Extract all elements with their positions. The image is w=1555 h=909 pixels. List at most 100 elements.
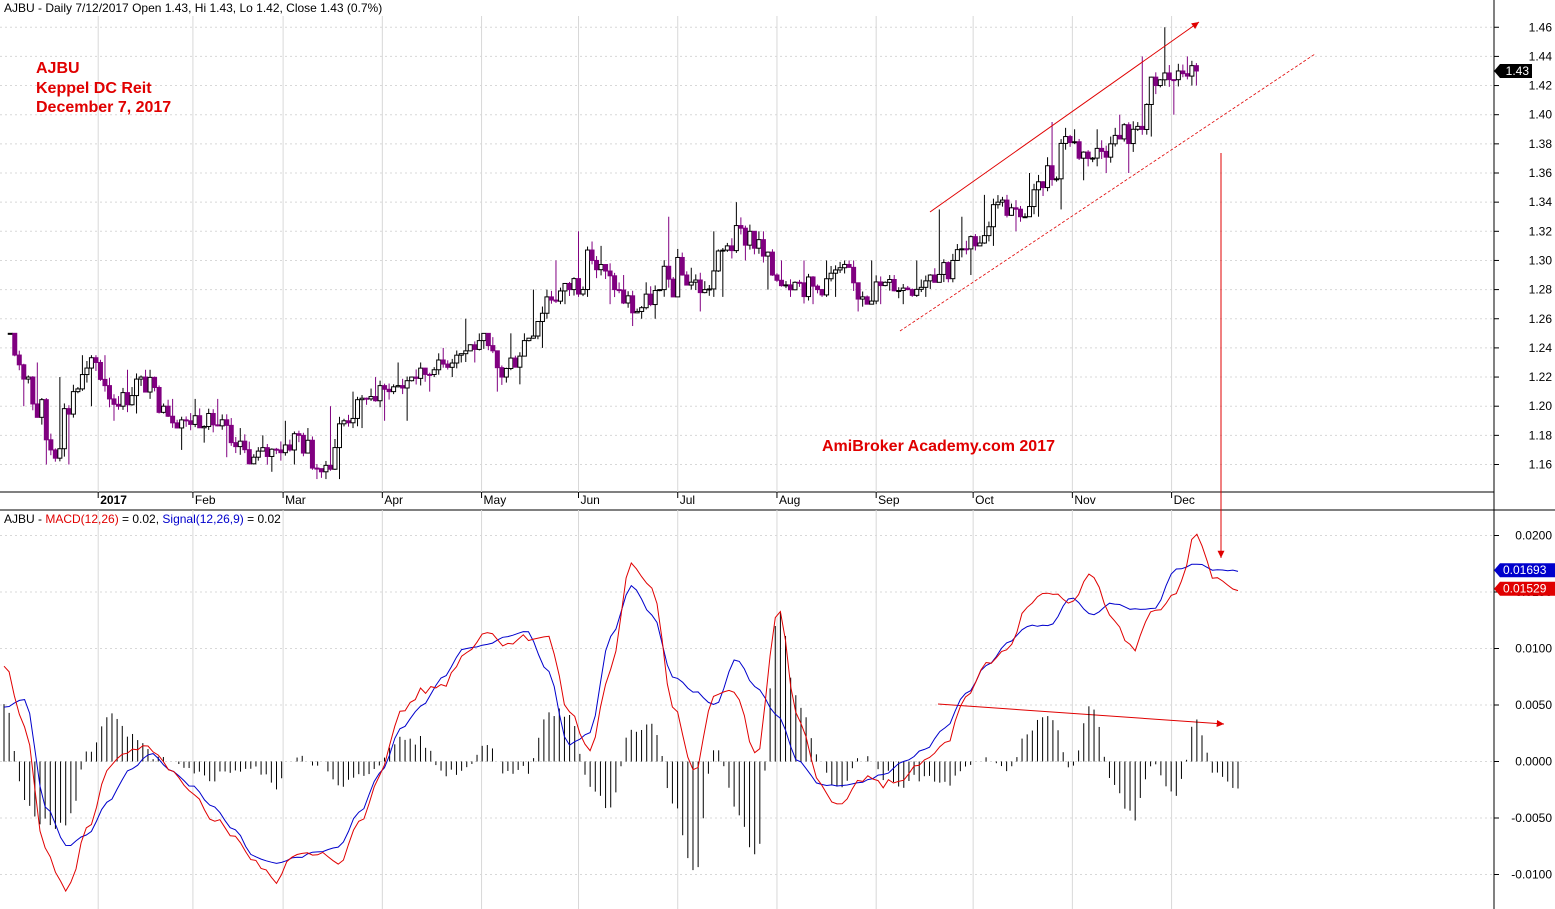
candle	[720, 247, 726, 297]
candle	[566, 281, 572, 296]
candle	[905, 285, 911, 291]
candle	[891, 275, 897, 292]
candle	[318, 468, 324, 478]
candle	[512, 355, 518, 368]
candle	[350, 391, 356, 429]
macd-legend-label: MACD(12,26)	[45, 512, 119, 526]
price-y-tick-label: 1.16	[1529, 458, 1553, 472]
candle	[413, 369, 419, 385]
candle	[1108, 136, 1114, 163]
candle	[810, 276, 816, 305]
candle	[634, 308, 640, 314]
candle	[724, 242, 730, 252]
candle	[84, 360, 90, 383]
annotation-company: Keppel DC Reit	[36, 80, 152, 97]
price-y-tick-label: 1.36	[1529, 166, 1553, 180]
candle	[228, 418, 234, 446]
candle	[900, 284, 906, 305]
candle	[833, 265, 839, 297]
candle	[440, 347, 446, 368]
candle	[1157, 79, 1163, 88]
candle	[296, 430, 302, 443]
candle	[977, 235, 983, 247]
candle	[449, 358, 455, 378]
candle	[21, 363, 27, 407]
candle	[625, 291, 631, 308]
candle	[97, 359, 103, 381]
candle	[954, 244, 960, 261]
candle	[138, 375, 144, 386]
candle	[1008, 203, 1014, 216]
candle	[1103, 145, 1109, 173]
candle	[346, 414, 352, 427]
candle	[391, 384, 397, 395]
candle	[251, 454, 257, 465]
price-panel-title: AJBU - Daily 7/12/2017 Open 1.43, Hi 1.4…	[4, 1, 383, 15]
candle	[918, 279, 924, 293]
candle	[1004, 194, 1010, 218]
candle	[769, 249, 775, 276]
candle	[481, 332, 487, 349]
candle	[472, 341, 478, 363]
candle	[75, 387, 81, 394]
candle	[494, 350, 500, 392]
candle	[463, 318, 469, 363]
candle	[264, 443, 270, 465]
candle	[981, 194, 987, 244]
candle	[382, 383, 388, 421]
x-tick-label: Mar	[285, 493, 306, 507]
candle	[945, 261, 951, 283]
candle	[57, 377, 63, 462]
candle	[819, 288, 825, 297]
candle	[129, 387, 135, 406]
candle	[309, 436, 315, 470]
candle	[165, 399, 171, 417]
price-y-tick-label: 1.26	[1529, 312, 1553, 326]
candle	[896, 287, 902, 299]
candle	[801, 260, 807, 304]
candle	[643, 282, 649, 310]
candle	[846, 260, 852, 268]
candle	[490, 337, 496, 354]
x-tick-label: Feb	[195, 493, 216, 507]
x-tick-label: Sep	[878, 493, 900, 507]
annotation-symbol: AJBU	[36, 60, 80, 77]
macd-y-tick-label: 0.0000	[1515, 755, 1552, 769]
candle	[693, 274, 699, 291]
candle	[711, 231, 717, 297]
candle	[797, 279, 803, 287]
candle	[1085, 150, 1091, 167]
candle	[1117, 114, 1123, 140]
candle	[143, 369, 149, 393]
macd-y-tick-label: 0.0100	[1515, 642, 1552, 656]
macd-panel-title: AJBU - MACD(12,26) = 0.02, Signal(12,26,…	[4, 512, 281, 526]
candle	[364, 397, 370, 405]
candle	[806, 273, 812, 301]
candle	[679, 252, 685, 276]
candle	[1148, 76, 1154, 137]
candle	[499, 365, 505, 385]
candle	[1090, 156, 1096, 163]
candle	[1022, 213, 1028, 219]
candle	[589, 241, 595, 265]
candle	[508, 333, 514, 371]
candle	[1076, 138, 1082, 161]
candle	[706, 284, 712, 296]
candle	[828, 266, 834, 282]
signal-last-value: 0.01693	[1503, 563, 1547, 577]
candle	[661, 260, 667, 297]
candle	[864, 295, 870, 305]
price-y-tick-label: 1.40	[1529, 108, 1553, 122]
candle	[43, 398, 49, 465]
macd-title-prefix: AJBU -	[4, 512, 46, 526]
candle	[932, 268, 938, 283]
candle	[842, 260, 848, 274]
candle	[630, 290, 636, 327]
candle	[1072, 129, 1078, 145]
candle	[666, 216, 672, 288]
candle	[305, 428, 311, 454]
candle	[12, 332, 18, 357]
candle	[738, 217, 744, 235]
